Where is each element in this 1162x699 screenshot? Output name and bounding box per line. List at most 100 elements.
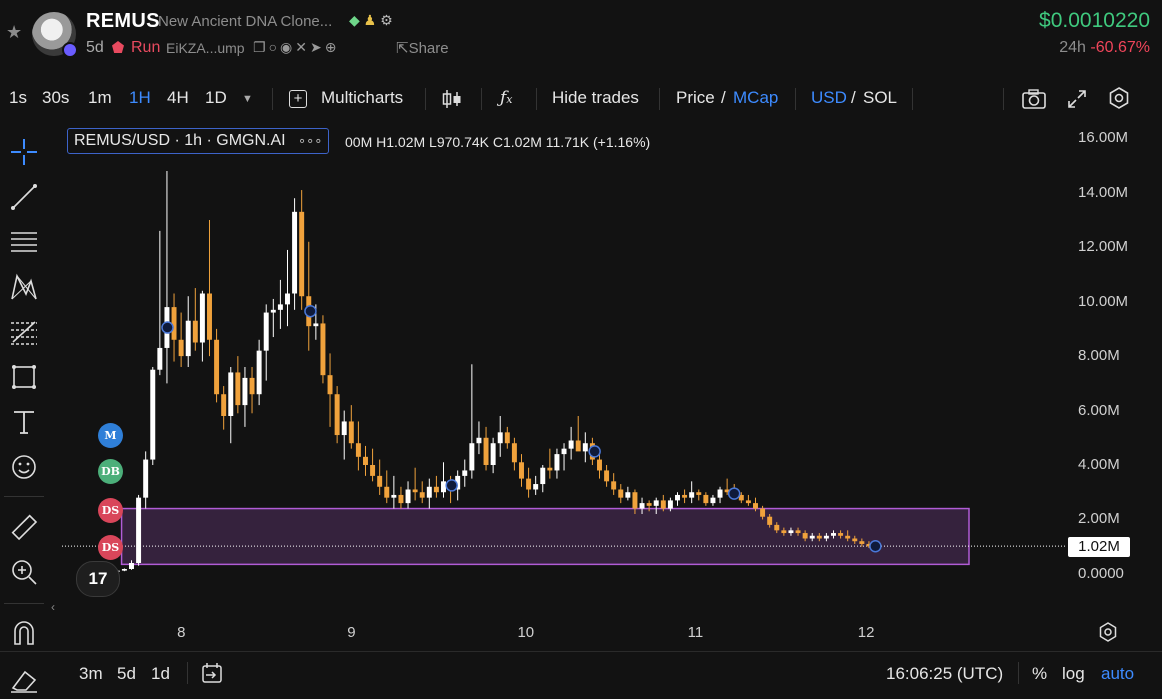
interval-1m[interactable]: 1m (88, 88, 112, 107)
candle-body (348, 421, 354, 444)
side-badge-m[interactable]: M (98, 423, 123, 448)
time-axis-label: 9 (347, 624, 356, 641)
interval-1h[interactable]: 1H (129, 88, 151, 107)
candle-body (306, 296, 312, 327)
zoom-in-icon[interactable] (9, 557, 39, 587)
indicators-fx-icon[interactable]: ƒx (500, 88, 513, 108)
candle-body (341, 421, 347, 436)
price-axis-label: 4.00M (1078, 456, 1120, 473)
token-info-icon[interactable]: ◉ (280, 39, 296, 55)
legend-more-icon[interactable]: ∘∘∘ (298, 133, 323, 148)
multicharts-button[interactable]: Multicharts (321, 88, 404, 107)
candle-body (121, 568, 127, 571)
candle-body (185, 320, 191, 357)
toolbar-divider (536, 88, 537, 110)
candle-body (667, 500, 673, 509)
trend-line-icon[interactable] (9, 182, 39, 212)
add-icon[interactable]: + (289, 90, 307, 108)
settings-gear-icon[interactable] (1107, 86, 1131, 110)
candle-body (611, 481, 617, 490)
candle-body (689, 492, 695, 498)
camera-icon[interactable] (1021, 88, 1047, 110)
candle-body (433, 486, 439, 493)
candle-body (823, 535, 829, 539)
contract-address[interactable]: EiKZA...ump (166, 40, 245, 56)
candle-body (788, 530, 794, 534)
candle-body (816, 535, 822, 539)
interval-30s[interactable]: 30s (42, 88, 70, 107)
text-tool-icon[interactable] (9, 407, 39, 437)
mcap-toggle[interactable]: MCap (733, 88, 779, 107)
utc-clock[interactable]: 16:06:25 (UTC) (886, 664, 1004, 683)
search-icon[interactable]: ○ (268, 39, 281, 55)
interval-4h[interactable]: 4H (167, 88, 189, 107)
magnet-icon[interactable] (9, 618, 39, 648)
candle-body (398, 494, 404, 504)
telegram-icon[interactable]: ➤ (309, 39, 325, 55)
legend-title: REMUS/USD · 1h · GMGN.AI (74, 132, 286, 149)
candle-body (235, 372, 241, 406)
side-badge-db[interactable]: DB (98, 459, 123, 484)
axis-settings-icon[interactable] (1097, 621, 1119, 643)
holders-icon: ♟ (363, 12, 377, 28)
candle-body (533, 484, 539, 490)
usd-toggle[interactable]: USD (811, 88, 847, 107)
candle-body (370, 465, 376, 476)
emoji-tool-icon[interactable] (9, 452, 39, 482)
token-age: 5d (86, 39, 104, 56)
candle-type-icon[interactable] (441, 89, 463, 109)
candle-body (618, 489, 624, 498)
range-5d[interactable]: 5d (117, 664, 136, 683)
candle-body (178, 339, 184, 357)
fullscreen-icon[interactable] (1066, 88, 1088, 110)
interval-1s[interactable]: 1s (9, 88, 27, 107)
range-1d[interactable]: 1d (151, 664, 170, 683)
eraser-icon[interactable] (9, 664, 39, 694)
percent-toggle[interactable]: % (1032, 664, 1048, 683)
hide-trades-button[interactable]: Hide trades (552, 88, 639, 107)
website-icon[interactable]: ⊕ (324, 39, 340, 55)
interval-dropdown-icon[interactable]: ▼ (242, 93, 253, 105)
candle-body (653, 500, 659, 506)
candle-body (412, 489, 418, 493)
x-icon[interactable]: ✕ (295, 39, 310, 55)
candle-body (838, 533, 844, 536)
share-button[interactable]: ⇱Share (396, 39, 449, 57)
horizontal-lines-icon[interactable] (9, 227, 39, 257)
price-axis-label: 12.00M (1078, 238, 1129, 256)
trade-marker (445, 479, 458, 492)
copy-icon[interactable]: ❐ (253, 39, 269, 55)
ruler-icon[interactable] (9, 512, 39, 542)
favorite-star-icon[interactable]: ★ (6, 22, 23, 42)
candle-body (327, 375, 333, 395)
interval-1d[interactable]: 1D (205, 88, 227, 107)
auto-scale-toggle[interactable]: auto (1101, 664, 1135, 683)
collapse-toolbar-icon[interactable]: ‹ (51, 600, 55, 614)
candle-body (540, 467, 546, 485)
crosshair-icon[interactable] (9, 137, 39, 167)
fib-tool-icon[interactable] (9, 317, 39, 347)
candle-body (745, 500, 751, 504)
rectangle-tool-icon[interactable] (9, 362, 39, 392)
go-to-date-icon[interactable] (200, 661, 224, 685)
side-badge-ds[interactable]: DS (98, 535, 123, 560)
price-toggle[interactable]: Price (676, 88, 715, 107)
log-toggle[interactable]: log (1062, 664, 1085, 683)
candle-body (441, 481, 446, 493)
candle-body (802, 533, 808, 539)
range-3m[interactable]: 3m (79, 664, 103, 683)
candle-body (731, 492, 737, 495)
side-badge-ds[interactable]: DS (98, 498, 123, 523)
candle-body (164, 307, 170, 348)
symbol-legend[interactable]: REMUS/USD · 1h · GMGN.AI ∘∘∘ (67, 128, 330, 154)
price-axis-label: 6.00M (1078, 401, 1120, 419)
candle-body (405, 489, 411, 504)
candle-body (455, 475, 461, 490)
pattern-tool-icon[interactable] (9, 272, 39, 302)
sol-toggle[interactable]: SOL (863, 88, 898, 107)
tradingview-logo[interactable]: 17 (76, 561, 120, 597)
candle-body (150, 369, 156, 460)
time-axis-label: 10 (517, 624, 535, 641)
price-axis-label: 16.00M (1078, 129, 1129, 147)
price-axis-label: 0.0000 (1078, 564, 1124, 582)
